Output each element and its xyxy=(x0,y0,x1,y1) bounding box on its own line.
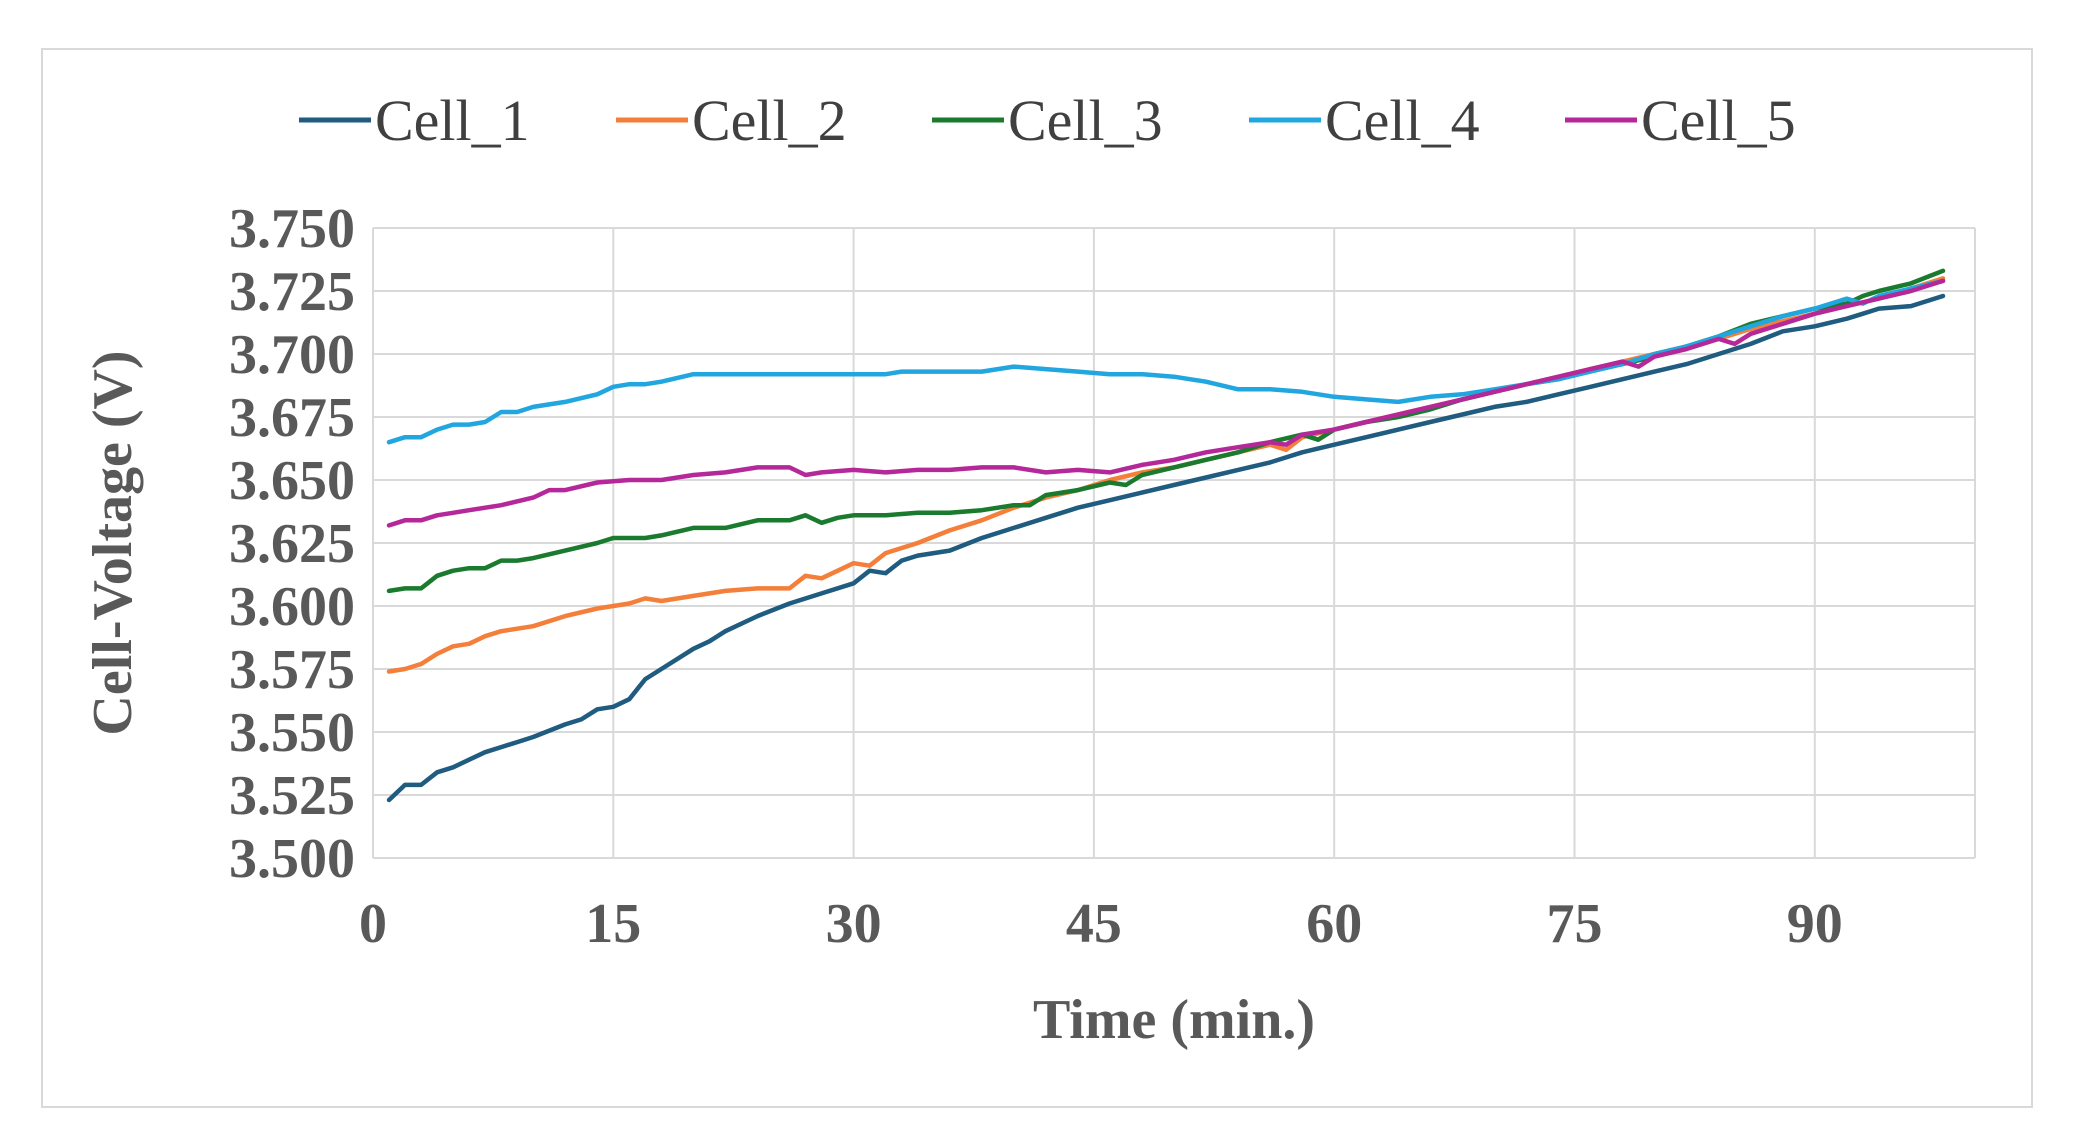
legend-label: Cell_2 xyxy=(692,88,847,153)
series-line-cell-5 xyxy=(386,278,1946,528)
y-tick-label: 3.550 xyxy=(229,702,355,764)
x-tick-label: 60 xyxy=(1306,893,1362,955)
y-tick-label: 3.625 xyxy=(229,513,355,575)
y-tick-label: 3.725 xyxy=(229,261,355,323)
y-tick-label: 3.700 xyxy=(229,324,355,386)
y-tick-label: 3.525 xyxy=(229,765,355,827)
line-chart: 3.5003.5253.5503.5753.6003.6253.6503.675… xyxy=(82,88,1976,1051)
legend-label: Cell_5 xyxy=(1641,88,1796,153)
axes: 3.5003.5253.5503.5753.6003.6253.6503.675… xyxy=(229,198,1843,955)
legend-label: Cell_1 xyxy=(375,88,530,153)
y-tick-label: 3.575 xyxy=(229,639,355,701)
legend-label: Cell_4 xyxy=(1325,88,1480,153)
legend-label: Cell_3 xyxy=(1008,88,1163,153)
x-tick-label: 75 xyxy=(1547,893,1603,955)
y-tick-label: 3.750 xyxy=(229,198,355,260)
y-tick-label: 3.500 xyxy=(229,828,355,890)
x-tick-label: 0 xyxy=(359,893,387,955)
x-axis-title: Time (min.) xyxy=(1033,989,1315,1051)
x-tick-label: 45 xyxy=(1066,893,1122,955)
x-tick-label: 90 xyxy=(1787,893,1843,955)
x-tick-label: 15 xyxy=(585,893,641,955)
series-line-cell-4 xyxy=(386,278,1946,445)
y-tick-label: 3.600 xyxy=(229,576,355,638)
series-line-cell-1 xyxy=(386,293,1946,803)
series-lines xyxy=(386,268,1946,803)
gridlines xyxy=(372,227,1976,859)
legend: Cell_1 Cell_2 Cell_3 Cell_4 Cell_5 xyxy=(299,88,1796,153)
x-tick-label: 30 xyxy=(826,893,882,955)
y-tick-label: 3.675 xyxy=(229,387,355,449)
chart-frame: 3.500 3.525 3.550 3.575 3.600 3.625 3.650 3.675… xyxy=(41,48,2033,1108)
y-axis-title: Cell-Voltage (V) xyxy=(82,350,144,735)
y-tick-label: 3.650 xyxy=(229,450,355,512)
